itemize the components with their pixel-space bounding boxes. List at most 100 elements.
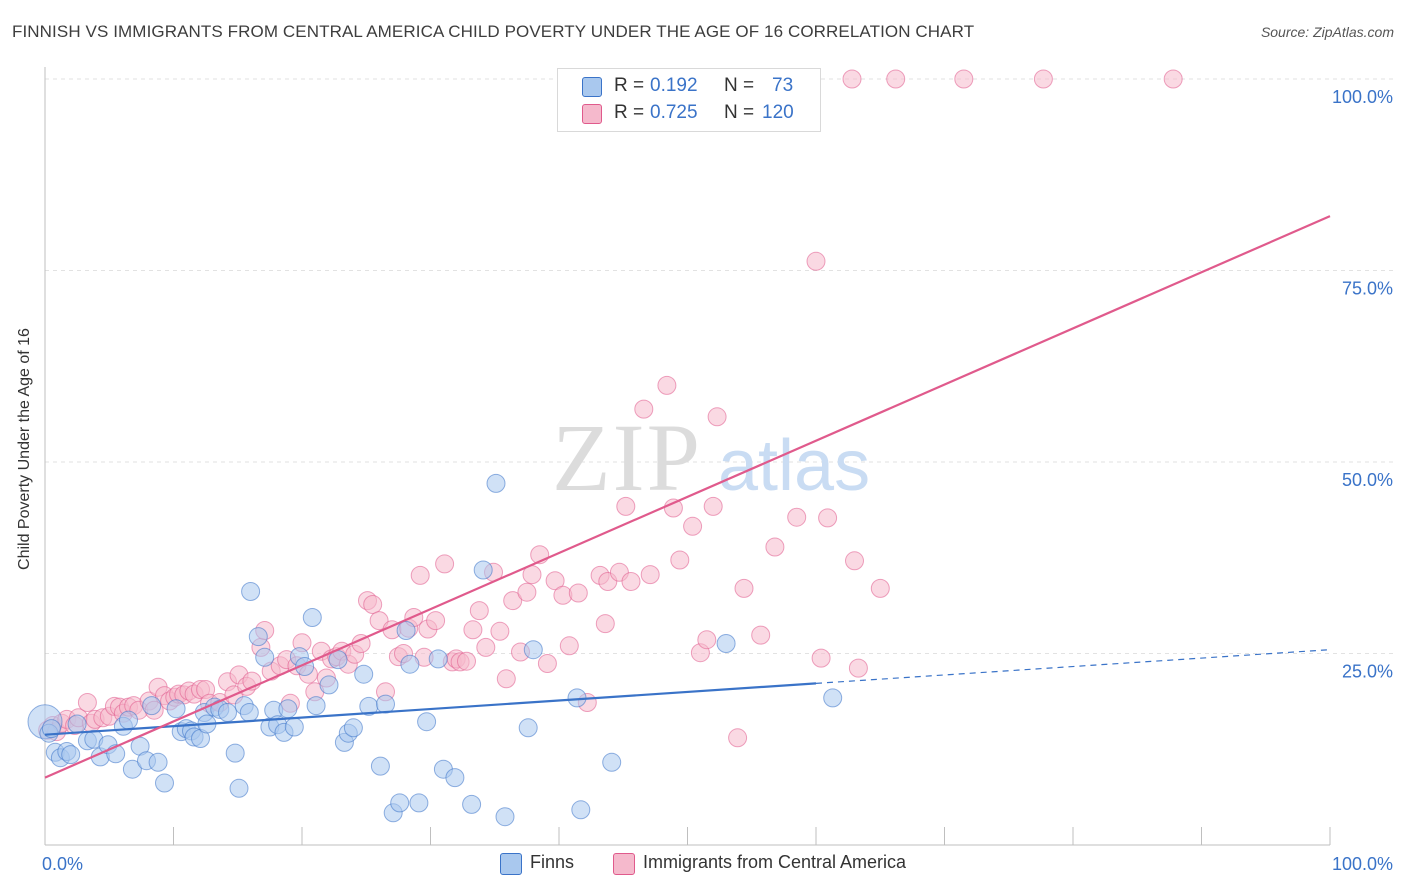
central-america-point xyxy=(503,591,523,611)
legend-n-label: N = xyxy=(724,102,755,123)
central-america-point xyxy=(806,251,826,271)
legend-n-label: N = xyxy=(724,75,755,96)
central-america-point xyxy=(1163,69,1183,89)
central-america-point xyxy=(476,637,496,657)
finns-point xyxy=(409,793,429,813)
finns-point xyxy=(523,640,543,660)
finns-point xyxy=(428,649,448,669)
central-america-point xyxy=(490,621,510,641)
finns-point xyxy=(445,768,465,788)
bottom-legend-swatch-blue xyxy=(500,853,522,875)
finns-point xyxy=(343,718,363,738)
central-america-point xyxy=(426,611,446,631)
finns-trend-extension xyxy=(815,649,1331,684)
y-tick-label: 50.0% xyxy=(1342,470,1393,490)
finns-point xyxy=(390,793,410,813)
finns-point xyxy=(225,743,245,763)
finns-point xyxy=(148,752,168,772)
central-america-point xyxy=(545,571,565,591)
central-america-point xyxy=(657,375,677,395)
y-tick-label: 100.0% xyxy=(1332,87,1393,107)
finns-point xyxy=(602,752,622,772)
finns-point xyxy=(396,621,416,640)
finns-point xyxy=(370,756,390,776)
central-america-trend-line xyxy=(44,215,1331,779)
x-tick-label-right: 100.0% xyxy=(1332,854,1393,874)
finns-point xyxy=(486,473,506,493)
grid-layer xyxy=(45,78,1395,654)
finns-point xyxy=(122,759,142,779)
finns-point xyxy=(142,696,162,716)
central-america-point xyxy=(537,654,557,673)
central-america-point xyxy=(848,658,868,678)
legend-r-label: R = xyxy=(614,102,645,123)
legend-box: R = 0.192 N = 73 R = 0.725 N = 120 xyxy=(557,68,821,132)
points-layer xyxy=(27,69,1183,827)
watermark-atlas: atlas xyxy=(718,426,870,506)
central-america-point xyxy=(811,648,831,668)
tick-label-layer: 25.0% 50.0% 75.0% 100.0% 0.0% 100.0% xyxy=(42,87,1393,874)
finns-point xyxy=(302,608,322,627)
central-america-point xyxy=(410,565,430,585)
watermark-zip: ZIP xyxy=(552,404,702,511)
central-america-point xyxy=(369,611,389,631)
finns-trend-line xyxy=(44,682,817,736)
central-america-point xyxy=(568,583,588,603)
central-america-point xyxy=(559,636,579,656)
central-america-point xyxy=(634,399,654,419)
central-america-point xyxy=(751,625,771,645)
central-america-point xyxy=(595,614,615,634)
finns-point xyxy=(166,699,186,719)
legend-r-label: R = xyxy=(614,75,645,96)
finns-point xyxy=(495,807,515,827)
central-america-point xyxy=(707,407,727,427)
central-america-point xyxy=(728,728,748,748)
central-america-point xyxy=(435,554,455,574)
central-america-point xyxy=(703,496,723,516)
finns-point xyxy=(155,773,174,793)
finns-point xyxy=(319,675,339,695)
finns-point xyxy=(255,647,275,667)
finns-point xyxy=(462,794,482,814)
finns-point xyxy=(119,710,138,730)
finns-point xyxy=(376,694,395,714)
central-america-point xyxy=(818,508,838,528)
central-america-point xyxy=(683,516,703,536)
finns-point xyxy=(417,712,437,732)
central-america-point xyxy=(469,601,489,621)
central-america-point xyxy=(496,669,516,689)
bottom-legend-finns-label: Finns xyxy=(530,852,575,872)
y-tick-label: 75.0% xyxy=(1342,279,1393,299)
central-america-point xyxy=(670,550,690,570)
central-america-point xyxy=(363,595,383,614)
central-america-point xyxy=(734,578,754,598)
x-tick-label-left: 0.0% xyxy=(42,854,83,874)
central-america-point xyxy=(697,630,717,650)
trend-layer xyxy=(44,215,1331,779)
source-label: Source: ZipAtlas.com xyxy=(1260,24,1394,40)
central-america-point xyxy=(954,69,974,89)
central-america-point xyxy=(842,69,862,89)
finns-point xyxy=(306,696,326,716)
central-america-point xyxy=(845,551,864,571)
central-america-point xyxy=(870,578,890,598)
finns-point xyxy=(823,688,843,708)
finns-point xyxy=(67,714,87,734)
central-america-point xyxy=(621,572,641,591)
finns-point xyxy=(61,745,81,765)
finns-point xyxy=(716,634,736,653)
legend-n-value: 73 xyxy=(772,75,794,96)
bottom-legend-central-america-label: Immigrants from Central America xyxy=(643,852,907,872)
finns-point xyxy=(354,664,374,684)
central-america-point xyxy=(463,620,483,640)
finns-point xyxy=(278,699,298,719)
central-america-point xyxy=(517,582,537,602)
central-america-point xyxy=(77,693,97,712)
finns-point xyxy=(241,582,261,601)
finns-point xyxy=(248,627,268,647)
finns-point xyxy=(400,654,420,674)
central-america-point xyxy=(765,537,785,557)
legend-r-value: 0.725 xyxy=(650,102,698,123)
legend-n-value: 120 xyxy=(762,102,794,123)
